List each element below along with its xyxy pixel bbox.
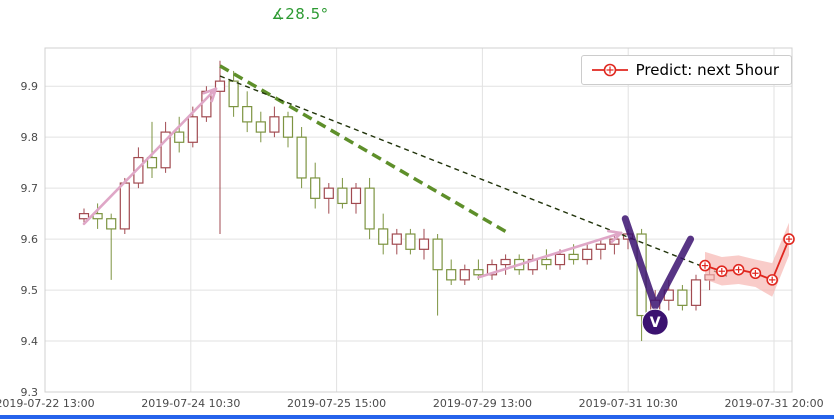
v-pattern-marker: V: [621, 215, 695, 336]
trend-lines: [219, 64, 731, 278]
angle-title: ∡28.5°: [271, 5, 329, 23]
axis-labels: 9.3 9.4 9.5 9.6 9.7 9.8 9.9 2019-07-22 13:00 201…: [0, 80, 824, 410]
bottom-edge-bar: [0, 415, 834, 419]
svg-text:2019-07-31 10:30: 2019-07-31 10:30: [579, 397, 678, 410]
predict-legend-marker-icon: [591, 63, 628, 77]
prediction-forecast: [699, 222, 795, 297]
thin-dark-dashed: [219, 75, 731, 278]
svg-text:9.9: 9.9: [21, 80, 39, 93]
svg-text:2019-07-29 13:00: 2019-07-29 13:00: [433, 397, 532, 410]
svg-text:2019-07-22 13:00: 2019-07-22 13:00: [0, 397, 95, 410]
svg-text:V: V: [650, 315, 661, 331]
svg-text:9.6: 9.6: [21, 233, 39, 246]
prediction-legend: Predict: next 5hour: [580, 55, 792, 85]
thick-green-dashed: [219, 64, 507, 233]
svg-text:9.8: 9.8: [21, 131, 39, 144]
legend-label: Predict: next 5hour: [635, 61, 779, 79]
svg-text:9.7: 9.7: [21, 182, 39, 195]
svg-text:9.4: 9.4: [21, 335, 39, 348]
grid-lines: [44, 47, 793, 393]
svg-text:2019-07-25 15:00: 2019-07-25 15:00: [287, 397, 386, 410]
svg-text:9.5: 9.5: [21, 284, 39, 297]
trend-arrows: [82, 87, 623, 279]
candlesticks: [78, 60, 715, 342]
svg-text:2019-07-24 10:30: 2019-07-24 10:30: [141, 397, 240, 410]
svg-text:2019-07-31 20:00: 2019-07-31 20:00: [724, 397, 823, 410]
svg-text:9.3: 9.3: [21, 386, 39, 399]
